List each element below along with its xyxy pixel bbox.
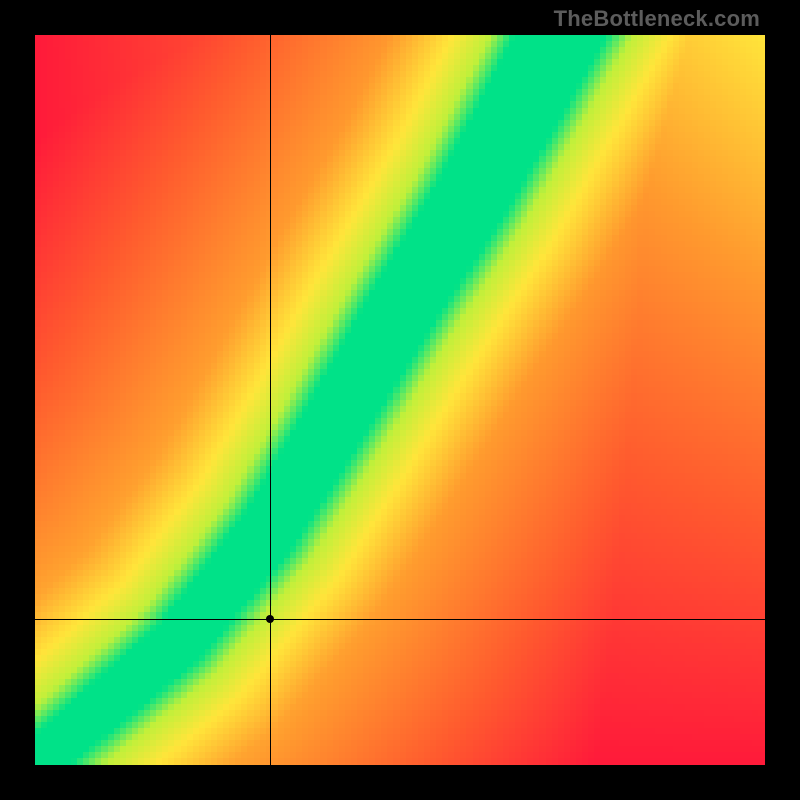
- heatmap-canvas: [35, 35, 765, 765]
- plot-area: [35, 35, 765, 765]
- crosshair-horizontal: [35, 619, 765, 620]
- crosshair-vertical: [270, 35, 271, 765]
- chart-container: TheBottleneck.com: [0, 0, 800, 800]
- watermark-text: TheBottleneck.com: [554, 6, 760, 32]
- marker-point: [266, 615, 274, 623]
